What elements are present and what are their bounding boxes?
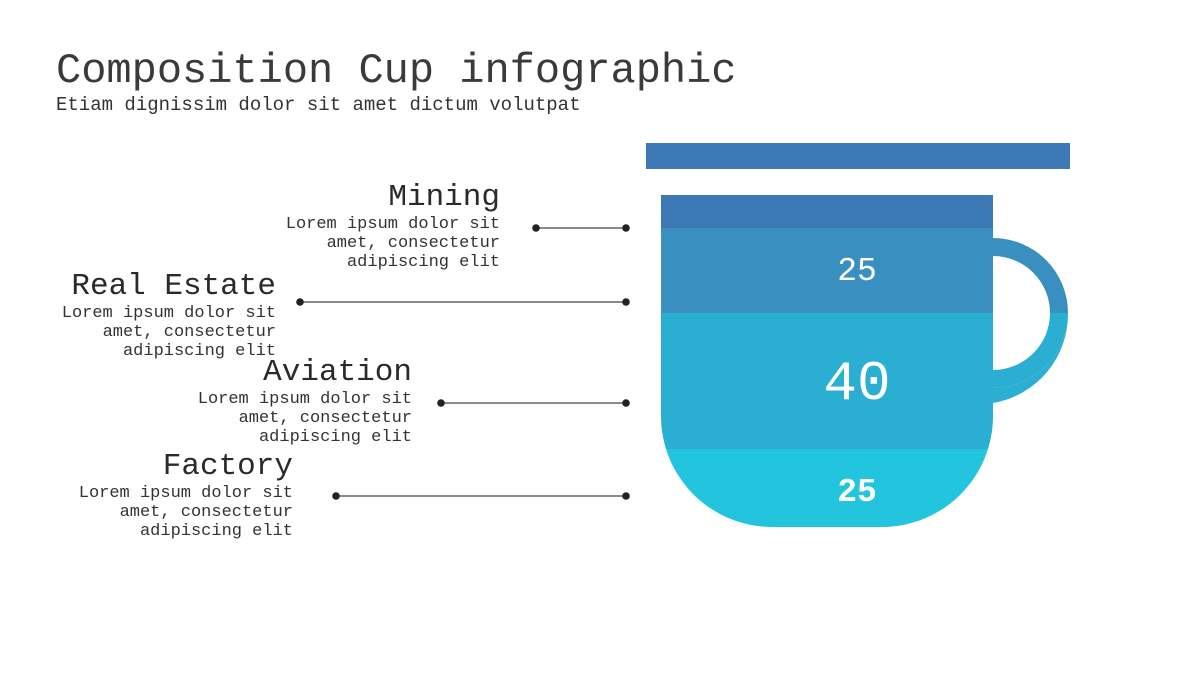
label-mining-desc-3: adipiscing elit [346, 253, 500, 272]
cup-handle-bottom-inner [993, 313, 1068, 388]
label-mining: Mining Lorem ipsum dolor sit amet, conse… [285, 180, 500, 273]
label-factory-name: Factory [162, 449, 293, 484]
segment-value-3: 25 [837, 474, 877, 511]
connector-dot-real-estate-start [296, 298, 304, 306]
label-mining-desc-1: Lorem ipsum dolor sit [285, 215, 500, 234]
label-real-estate-name: Real Estate [71, 269, 276, 304]
cup-handle-bottom [993, 313, 1069, 403]
label-factory-desc-2: amet, consectetur [119, 503, 293, 522]
label-aviation-name: Aviation [263, 355, 412, 390]
label-mining-desc-2: amet, consectetur [326, 234, 500, 253]
connector-dot-factory-start [332, 492, 340, 500]
connector-dot-mining-start [532, 224, 540, 232]
connector-dot-real-estate-end [622, 298, 630, 306]
label-real-estate-desc-1: Lorem ipsum dolor sit [61, 304, 276, 323]
connector-dot-mining-end [622, 224, 630, 232]
page-title: Composition Cup infographic [56, 47, 737, 95]
label-mining-name: Mining [388, 180, 500, 215]
cup-handle-top [993, 238, 1068, 313]
label-real-estate: Real Estate Lorem ipsum dolor sit amet, … [61, 269, 276, 362]
segment-value-1: 25 [837, 253, 877, 290]
cup-segment-factory [661, 449, 993, 527]
connector-dot-aviation-end [622, 399, 630, 407]
label-aviation: Aviation Lorem ipsum dolor sit amet, con… [197, 355, 412, 448]
cup-segment-real-estate [661, 228, 993, 313]
label-factory-desc-1: Lorem ipsum dolor sit [78, 484, 293, 503]
label-aviation-desc-3: adipiscing elit [258, 428, 412, 447]
label-factory-desc-3: adipiscing elit [139, 522, 293, 541]
cup-segment-aviation [661, 313, 993, 449]
label-real-estate-desc-2: amet, consectetur [102, 323, 276, 342]
label-real-estate-desc-3: adipiscing elit [122, 342, 276, 361]
segment-value-2: 40 [823, 352, 890, 416]
connector-dot-factory-end [622, 492, 630, 500]
label-factory: Factory Lorem ipsum dolor sit amet, cons… [78, 449, 293, 542]
page-subtitle: Etiam dignissim dolor sit amet dictum vo… [56, 94, 581, 116]
cup-body [661, 195, 993, 527]
cup-segment-top [661, 195, 993, 228]
label-aviation-desc-1: Lorem ipsum dolor sit [197, 390, 412, 409]
label-aviation-desc-2: amet, consectetur [238, 409, 412, 428]
connector-dot-aviation-start [437, 399, 445, 407]
cup-lid [646, 143, 1070, 169]
